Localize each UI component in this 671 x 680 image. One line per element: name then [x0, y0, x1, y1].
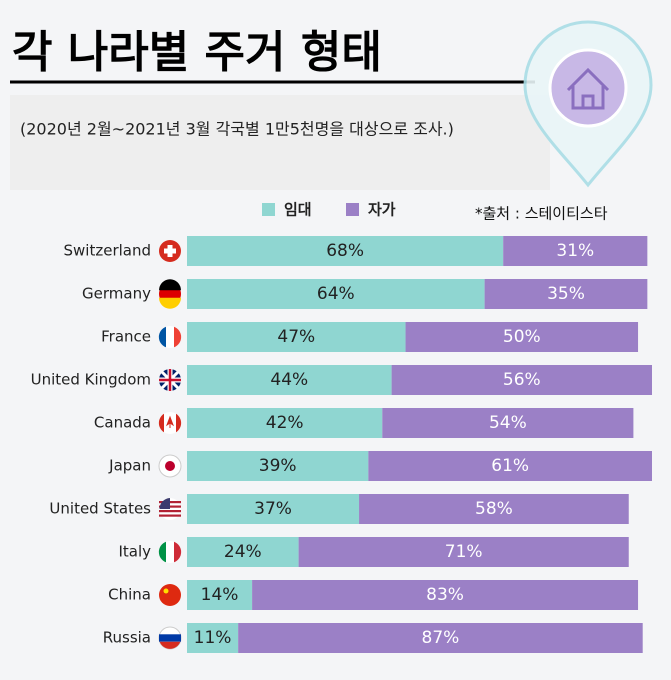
value-label: 24%	[224, 542, 262, 562]
value-label: 39%	[259, 456, 297, 476]
value-label: 14%	[201, 585, 239, 605]
value-label: 31%	[556, 241, 594, 261]
bar-segment	[187, 623, 239, 653]
category-label: Japan	[108, 457, 151, 475]
value-label: 64%	[317, 284, 355, 304]
category-label: Canada	[94, 414, 151, 432]
category-label: United States	[49, 500, 151, 518]
value-label: 56%	[503, 370, 541, 390]
value-label: 50%	[503, 327, 541, 347]
bar-segment	[359, 494, 629, 524]
value-label: 54%	[489, 413, 527, 433]
flag	[159, 634, 181, 642]
category-label: France	[101, 328, 151, 346]
bar-segment	[187, 408, 383, 438]
chart-title: 각 나라별 주거 형태	[12, 27, 382, 78]
category-label: Germany	[82, 285, 151, 303]
legend-swatch	[262, 203, 275, 216]
bar-segment	[187, 279, 485, 309]
bar-segment	[187, 580, 253, 610]
flag	[158, 413, 164, 433]
flag	[159, 641, 181, 649]
flag	[165, 461, 175, 471]
value-label: 42%	[266, 413, 304, 433]
flag	[163, 588, 169, 594]
flag	[159, 297, 181, 309]
source: *출처 : 스테이티스타	[475, 205, 608, 223]
subtitle-panel	[10, 95, 550, 190]
bar-segment	[252, 580, 639, 610]
bar-segment	[187, 537, 299, 567]
flag	[159, 279, 181, 291]
value-label: 35%	[547, 284, 585, 304]
bar-segment	[298, 537, 629, 567]
bar-segment	[405, 322, 639, 352]
bar-segment	[187, 365, 392, 395]
bar-segment	[187, 451, 369, 481]
legend-label: 자가	[368, 201, 396, 219]
legend-swatch	[346, 203, 359, 216]
legend-label: 임대	[284, 201, 312, 219]
flag	[159, 369, 181, 391]
category-label: China	[108, 586, 151, 604]
flag	[159, 584, 181, 606]
bar-segment	[503, 236, 648, 266]
bar-segment	[238, 623, 643, 653]
value-label: 87%	[422, 628, 460, 648]
flag	[159, 514, 181, 517]
flag	[158, 541, 166, 563]
flag	[164, 248, 176, 254]
category-label: Switzerland	[64, 242, 152, 260]
bar-segment	[484, 279, 648, 309]
value-label: 71%	[445, 542, 483, 562]
category-label: Italy	[118, 543, 151, 561]
value-label: 47%	[277, 327, 315, 347]
value-label: 11%	[194, 628, 232, 648]
value-label: 44%	[270, 370, 308, 390]
value-label: 61%	[491, 456, 529, 476]
category-label: United Kingdom	[31, 371, 151, 389]
category-label: Russia	[103, 629, 151, 647]
bar-segment	[382, 408, 634, 438]
flag	[158, 326, 166, 348]
value-label: 58%	[475, 499, 513, 519]
flag	[174, 326, 182, 348]
pin-icon	[523, 20, 653, 188]
flag	[159, 510, 181, 513]
bar-segment	[187, 236, 504, 266]
bar-segment	[368, 451, 652, 481]
flag	[174, 541, 182, 563]
bar-segment	[187, 494, 360, 524]
subtitle: (2020년 2월~2021년 3월 각국별 1만5천명을 대상으로 조사.)	[20, 120, 454, 139]
flag	[176, 413, 182, 433]
value-label: 83%	[426, 585, 464, 605]
bar-segment	[391, 365, 652, 395]
value-label: 68%	[326, 241, 364, 261]
flag	[159, 498, 170, 509]
value-label: 37%	[254, 499, 292, 519]
bar-segment	[187, 322, 406, 352]
flag	[165, 415, 175, 428]
